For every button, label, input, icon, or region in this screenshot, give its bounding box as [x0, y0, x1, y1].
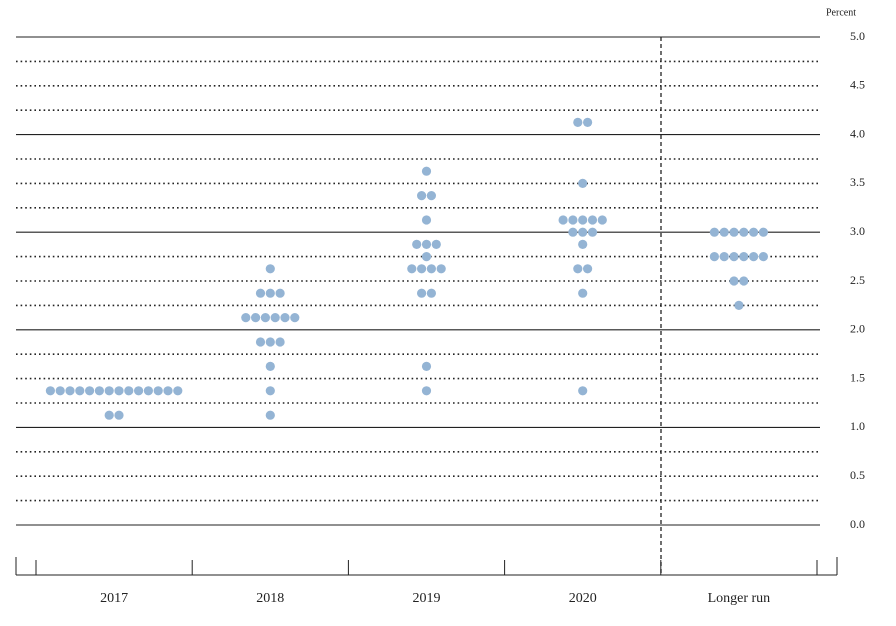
x-tick-label: 2018 — [256, 591, 284, 606]
dot — [143, 386, 153, 396]
y-tick-label: 3.0 — [850, 224, 865, 238]
dot — [85, 386, 95, 396]
dot — [729, 227, 739, 237]
dot — [265, 361, 275, 371]
dot — [749, 252, 759, 262]
dot — [270, 313, 280, 323]
dot — [114, 410, 124, 420]
dot — [583, 264, 593, 274]
dot — [407, 264, 417, 274]
dot — [421, 361, 432, 371]
dot — [578, 215, 588, 225]
dot — [578, 227, 588, 237]
dot — [568, 227, 578, 237]
dot — [265, 288, 275, 298]
dot — [417, 288, 427, 298]
dot — [114, 386, 124, 396]
dot — [729, 252, 739, 262]
y-tick-label: 4.0 — [850, 126, 865, 140]
y-tick-label: 2.5 — [850, 273, 865, 287]
dot — [275, 337, 285, 347]
dot — [94, 386, 104, 396]
dot — [134, 386, 144, 396]
dot — [173, 386, 183, 396]
dot — [124, 386, 134, 396]
dot — [719, 227, 729, 237]
dot — [255, 337, 266, 347]
dot — [573, 264, 583, 274]
dot — [597, 215, 607, 225]
y-tick-label: 3.5 — [850, 175, 865, 189]
dot — [578, 288, 588, 298]
dot — [153, 386, 163, 396]
dot — [568, 215, 578, 225]
y-tick-label: 0.5 — [850, 468, 865, 482]
dot — [265, 337, 275, 347]
dot — [709, 227, 720, 237]
dot — [255, 288, 266, 298]
y-tick-label: 1.5 — [850, 370, 865, 384]
dot — [587, 215, 598, 225]
dot — [709, 252, 720, 262]
dot — [739, 227, 749, 237]
dot — [251, 313, 261, 323]
dot — [45, 386, 56, 396]
x-tick-label: Longer run — [708, 591, 771, 606]
dot — [104, 386, 114, 396]
dot — [417, 264, 427, 274]
dot — [241, 313, 251, 323]
dot — [739, 252, 749, 262]
dot — [75, 386, 85, 396]
y-tick-label: 2.0 — [850, 322, 865, 336]
dot — [265, 264, 275, 274]
dot — [578, 178, 588, 188]
dot — [412, 239, 422, 249]
dot — [260, 313, 270, 323]
dot — [719, 252, 729, 262]
dot — [417, 191, 427, 201]
dot — [578, 386, 588, 396]
dot — [55, 386, 65, 396]
dot — [104, 410, 114, 420]
dot — [578, 239, 588, 249]
dot — [758, 252, 769, 262]
y-axis-label: Percent — [826, 7, 856, 18]
x-tick-label: 2017 — [100, 591, 128, 606]
dot — [421, 386, 432, 396]
dot — [426, 264, 436, 274]
y-tick-label: 4.5 — [850, 78, 865, 92]
dot — [573, 117, 583, 127]
dot — [729, 276, 739, 286]
dot — [426, 191, 436, 201]
y-tick-label: 0.0 — [850, 517, 865, 531]
dot — [749, 227, 759, 237]
dot — [734, 300, 744, 310]
y-tick-label: 5.0 — [850, 29, 865, 43]
dot — [758, 227, 769, 237]
x-tick-label: 2020 — [569, 591, 597, 606]
dot — [436, 264, 446, 274]
dot — [421, 252, 432, 262]
dot — [426, 288, 436, 298]
dot — [265, 386, 275, 396]
dot — [421, 239, 432, 249]
x-tick-label: 2019 — [413, 591, 441, 606]
dot — [275, 288, 285, 298]
dot — [290, 313, 300, 323]
y-tick-label: 1.0 — [850, 419, 865, 433]
dot — [163, 386, 173, 396]
dot — [265, 410, 275, 420]
dot — [421, 166, 432, 176]
dot — [558, 215, 568, 225]
dot — [421, 215, 432, 225]
dot — [739, 276, 749, 286]
dot — [587, 227, 598, 237]
dot — [280, 313, 290, 323]
dot — [583, 117, 593, 127]
dot — [431, 239, 441, 249]
dot — [65, 386, 75, 396]
